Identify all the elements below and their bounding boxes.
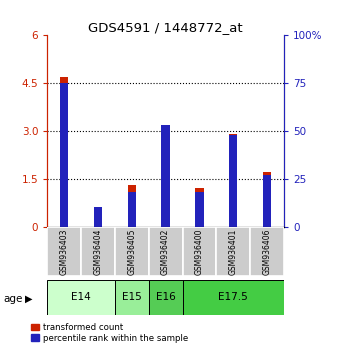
Bar	[60, 77, 68, 227]
Bar	[183, 227, 216, 276]
Text: E17.5: E17.5	[218, 292, 248, 302]
Bar	[115, 227, 149, 276]
Text: GSM936404: GSM936404	[94, 228, 102, 275]
Bar	[94, 207, 102, 227]
Legend: transformed count, percentile rank within the sample: transformed count, percentile rank withi…	[31, 323, 188, 343]
Bar	[250, 227, 284, 276]
Bar	[263, 172, 271, 227]
Bar	[115, 280, 149, 315]
Bar	[128, 185, 136, 227]
Bar	[229, 135, 238, 227]
Text: GSM936401: GSM936401	[229, 228, 238, 275]
Bar	[229, 134, 238, 227]
Title: GDS4591 / 1448772_at: GDS4591 / 1448772_at	[88, 21, 243, 34]
Text: GSM936400: GSM936400	[195, 228, 204, 275]
Bar	[195, 192, 204, 227]
Bar	[263, 175, 271, 227]
Bar	[195, 188, 204, 227]
Bar	[149, 280, 183, 315]
Bar	[47, 280, 115, 315]
Text: GSM936405: GSM936405	[127, 228, 136, 275]
Text: E16: E16	[156, 292, 175, 302]
Bar	[81, 227, 115, 276]
Bar	[47, 227, 81, 276]
Bar	[128, 192, 136, 227]
Bar	[162, 125, 170, 227]
Text: GSM936402: GSM936402	[161, 228, 170, 275]
Bar	[183, 280, 284, 315]
Text: GSM936406: GSM936406	[263, 228, 271, 275]
Text: age: age	[3, 294, 23, 304]
Bar	[94, 223, 102, 227]
Bar	[162, 125, 170, 227]
Text: E14: E14	[71, 292, 91, 302]
Text: ▶: ▶	[25, 294, 33, 304]
Bar	[216, 227, 250, 276]
Text: GSM936403: GSM936403	[60, 228, 69, 275]
Bar	[60, 83, 68, 227]
Text: E15: E15	[122, 292, 142, 302]
Bar	[149, 227, 183, 276]
